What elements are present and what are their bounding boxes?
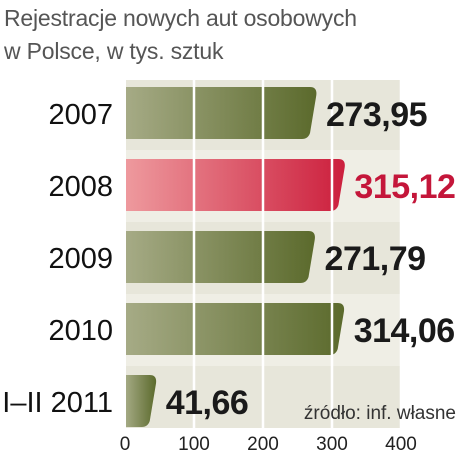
value-label: 314,06: [354, 312, 455, 350]
category-label: I–II 2011: [2, 387, 113, 419]
value-label: 271,79: [325, 240, 426, 278]
bar: [125, 303, 345, 355]
value-label: 41,66: [166, 384, 249, 422]
value-label: 273,95: [326, 96, 427, 134]
category-label: 2010: [48, 315, 113, 347]
x-tick-label: 400: [385, 434, 417, 455]
source-note: źródło: inf. własne: [303, 403, 456, 424]
value-label: 315,12: [354, 168, 455, 206]
bar: [125, 231, 315, 283]
bar: [125, 375, 157, 427]
title-line-1: Rejestracje nowych aut osobowych: [4, 5, 357, 31]
title-line-2: w Polsce, w tys. sztuk: [4, 38, 224, 64]
bar: [125, 159, 345, 211]
chart-title: Rejestracje nowych aut osobowych w Polsc…: [4, 2, 454, 68]
x-tick-label: 0: [120, 434, 131, 455]
category-label: 2007: [48, 99, 113, 131]
x-tick-label: 100: [178, 434, 210, 455]
x-tick-label: 200: [247, 434, 279, 455]
x-tick-label: 300: [316, 434, 348, 455]
bar: [125, 87, 317, 139]
category-label: 2009: [48, 243, 113, 275]
category-label: 2008: [48, 171, 113, 203]
